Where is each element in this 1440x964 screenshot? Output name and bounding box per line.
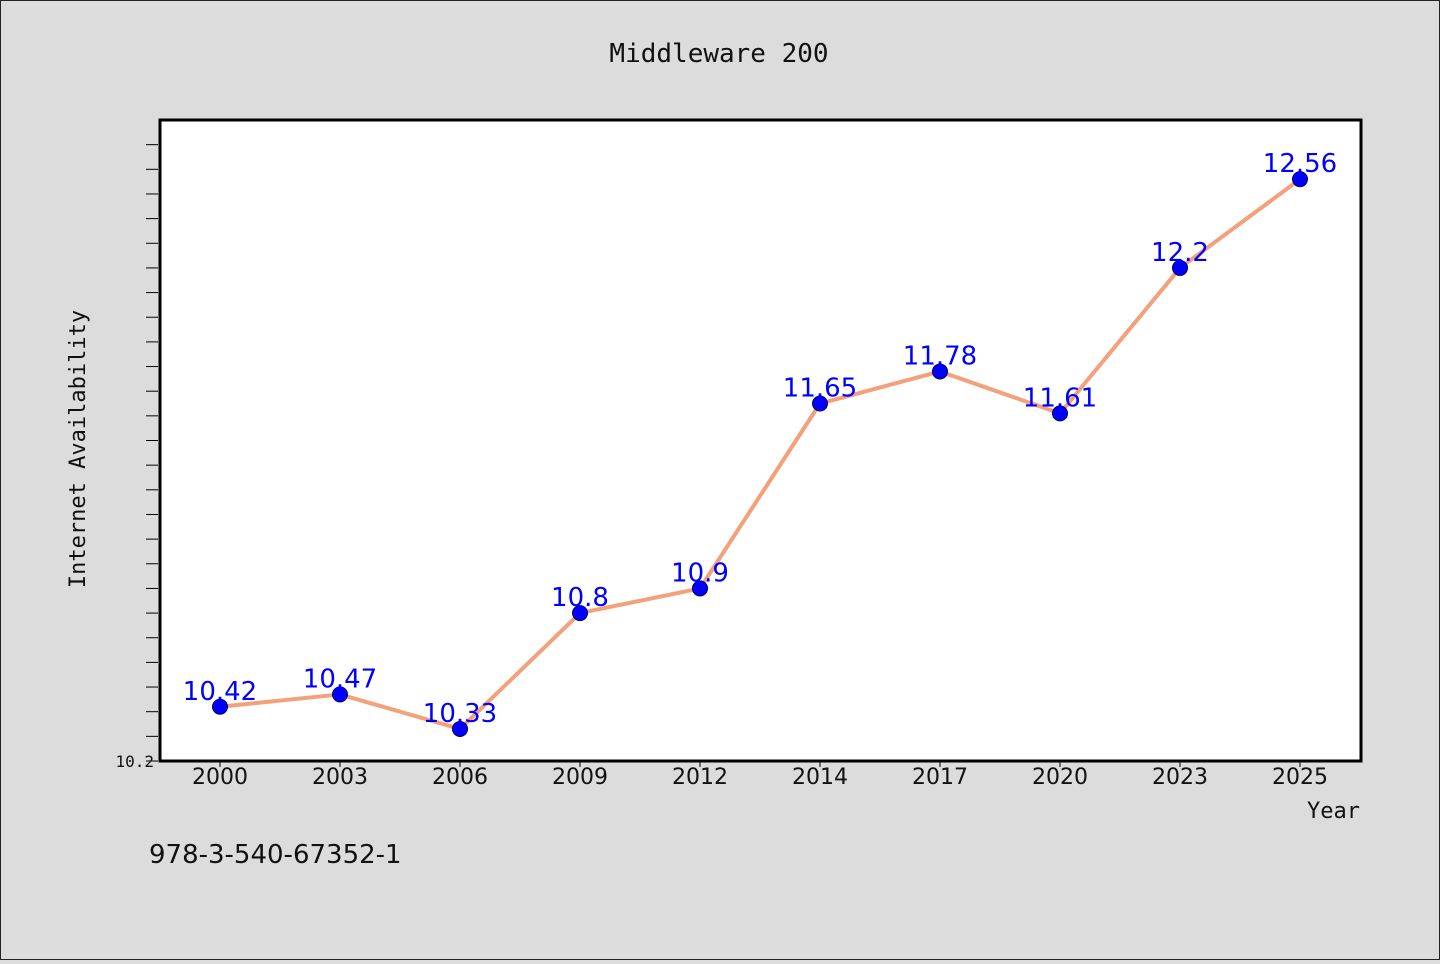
data-label: 10.33 — [423, 699, 497, 729]
data-point — [332, 686, 348, 703]
data-label: 12.56 — [1263, 149, 1337, 179]
data-label: 10.8 — [551, 583, 609, 613]
data-point — [1052, 405, 1068, 422]
data-point — [212, 698, 228, 715]
x-axis-label: Year — [1307, 799, 1360, 824]
x-tick-label: 2020 — [1032, 765, 1088, 790]
data-label: 12.2 — [1151, 238, 1209, 268]
data-point — [1292, 171, 1308, 188]
x-tick-label: 2023 — [1152, 765, 1208, 790]
y-axis-ticks: 10.2 — [115, 144, 158, 771]
data-label: 10.47 — [303, 664, 377, 694]
data-point — [692, 580, 708, 597]
data-point — [932, 363, 948, 380]
y-tick-label: 10.2 — [115, 752, 154, 771]
data-label: 11.65 — [783, 374, 857, 404]
data-point — [812, 395, 828, 412]
plot-area — [158, 118, 1363, 763]
data-point — [572, 605, 588, 622]
x-tick-label: 2012 — [672, 765, 728, 790]
data-label: 11.61 — [1023, 383, 1097, 413]
x-axis-ticks: 2000 2003 2006 2009 2012 2014 2017 2020 2023 2025 — [192, 761, 1328, 790]
x-tick-label: 2025 — [1272, 765, 1328, 790]
data-label: 10.42 — [183, 677, 257, 707]
data-point — [452, 720, 468, 737]
x-tick-label: 2014 — [792, 765, 848, 790]
x-tick-label: 2009 — [552, 765, 608, 790]
chart-title: Middleware 200 — [609, 39, 828, 69]
series-layer: 10.42 10.47 10.33 10.8 10.9 11.65 11.78 11.61 12… — [183, 149, 1337, 737]
footnote-isbn: 978-3-540-67352-1 — [149, 840, 402, 870]
series-line — [219, 177, 1302, 731]
x-tick-label: 2003 — [312, 765, 368, 790]
y-axis-label: Internet Availability — [66, 310, 91, 588]
data-label: 10.9 — [671, 558, 729, 588]
x-tick-label: 2017 — [912, 765, 968, 790]
data-point — [1172, 259, 1188, 276]
data-label: 11.78 — [903, 341, 977, 371]
x-tick-label: 2006 — [432, 765, 488, 790]
x-tick-label: 2000 — [192, 765, 248, 790]
